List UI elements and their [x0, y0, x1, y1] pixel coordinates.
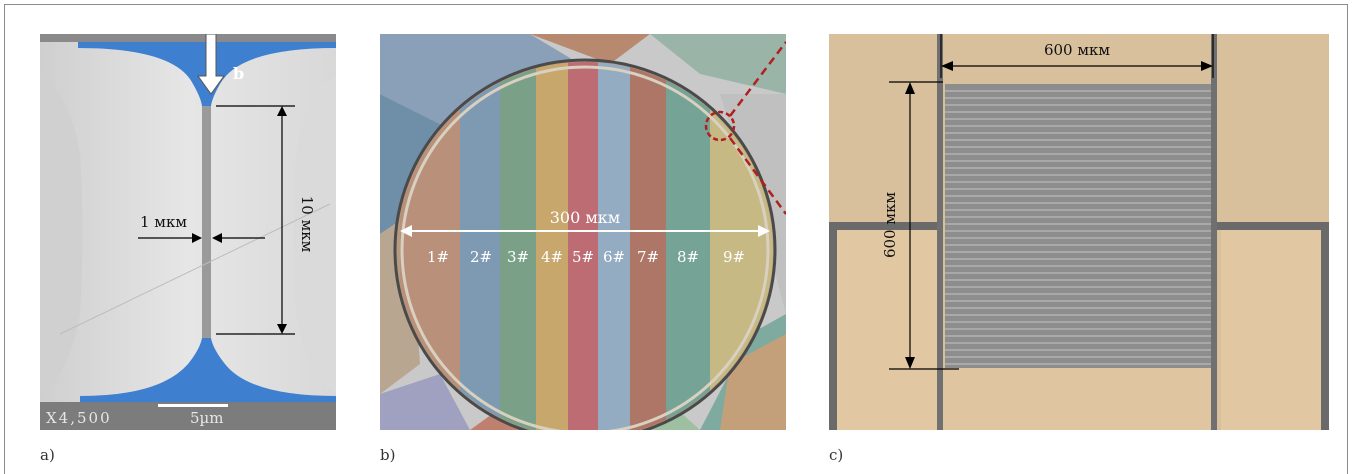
down-arrow-icon — [197, 34, 225, 95]
channel-label: 6# — [603, 248, 625, 266]
panel-b-drawing: 300 мкм 1# 2# 3# 4# 5# 6# 7# 8# 9# — [380, 34, 786, 430]
detector-stripes — [400, 62, 773, 430]
channel-label: 5# — [572, 248, 594, 266]
panel-a-drawing: X4,500 5µm b 10 мкм 1 мкм — [40, 34, 336, 430]
width-label: 600 мкм — [1044, 41, 1110, 59]
length-label: 10 мкм — [298, 196, 316, 253]
panel-b-array-image: 300 мкм 1# 2# 3# 4# 5# 6# 7# 8# 9# — [380, 34, 786, 430]
microbridge-wire — [202, 106, 211, 338]
channel-label: 3# — [507, 248, 529, 266]
panel-c-micrograph: 600 мкм 600 мкм — [829, 34, 1329, 430]
panel-a-sem-image: X4,500 5µm b 10 мкм 1 мкм — [40, 34, 336, 430]
panel-a-letter: a) — [40, 446, 55, 464]
diameter-label: 300 мкм — [550, 208, 621, 227]
panel-b-letter: b) — [380, 446, 396, 464]
channel-label: 4# — [541, 248, 563, 266]
sem-scale-label: 5µm — [190, 409, 224, 427]
zoom-circle — [704, 110, 736, 142]
channel-label: 8# — [677, 248, 699, 266]
bottom-electrode — [80, 338, 336, 402]
channel-label: 7# — [637, 248, 659, 266]
arrow-label: b — [233, 64, 244, 83]
channel-label: 2# — [470, 248, 492, 266]
meander-area — [945, 84, 1211, 368]
meander-lines — [945, 90, 1211, 365]
width-label: 1 мкм — [140, 213, 187, 231]
sem-scale-bar — [158, 404, 228, 407]
sem-magnification: X4,500 — [46, 409, 112, 427]
channel-label: 1# — [427, 248, 449, 266]
panel-c-drawing: 600 мкм 600 мкм — [829, 34, 1329, 430]
figure-frame — [4, 4, 1348, 474]
panel-c-letter: c) — [829, 446, 844, 464]
channel-label: 9# — [723, 248, 745, 266]
height-label: 600 мкм — [881, 192, 899, 258]
